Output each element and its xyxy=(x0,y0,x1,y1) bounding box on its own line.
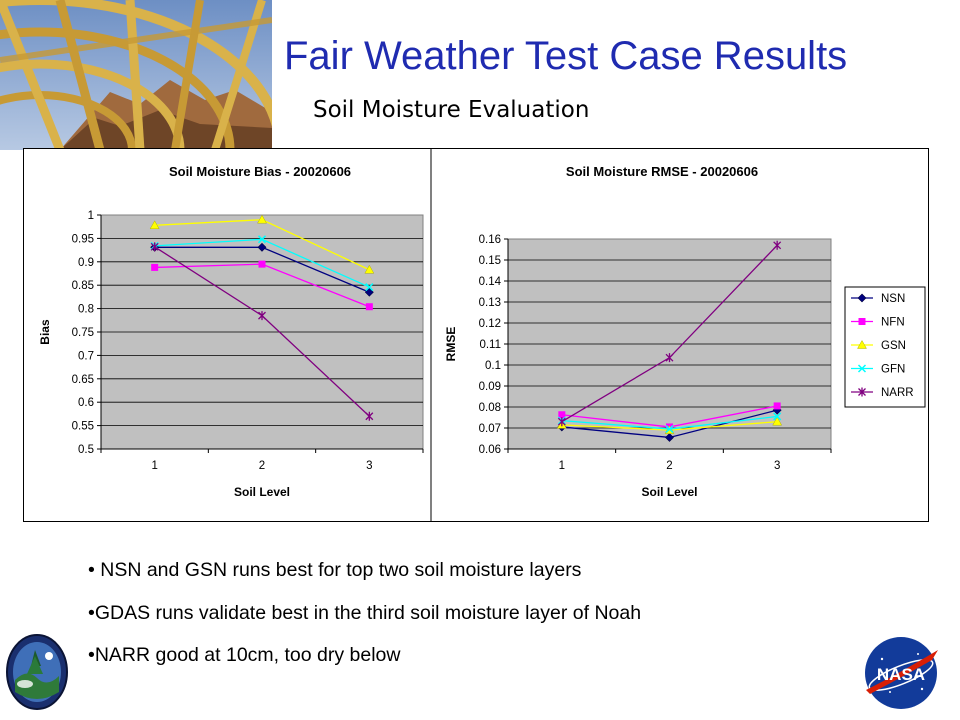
y-tick-label: 0.11 xyxy=(479,339,501,351)
legend-marker-gsn xyxy=(857,339,867,349)
y-axis-label: Bias xyxy=(38,319,52,345)
y-tick-label: 0.16 xyxy=(479,234,501,246)
header-dome-image xyxy=(0,0,272,150)
y-tick-label: 1 xyxy=(88,210,94,222)
charts-svg: 0.5 0.55 0.6 0.65 0.7 0.75 0.8 0.85 0.9 0.95 1 1 2 3 S… xyxy=(23,148,929,522)
data-point-narr xyxy=(258,311,266,321)
y-tick-label: 0.08 xyxy=(479,402,501,414)
y-tick-label: 0.14 xyxy=(479,276,502,288)
data-point-narr xyxy=(773,240,782,250)
data-point-narr xyxy=(665,353,674,363)
legend-marker-nfn xyxy=(858,318,866,325)
y-axis-label: RMSE xyxy=(444,327,458,362)
y-tick-label: 0.75 xyxy=(72,327,94,339)
legend-label: NFN xyxy=(881,317,905,329)
data-point-nfn xyxy=(773,402,781,410)
bullet-item: •NARR good at 10cm, too dry below xyxy=(88,644,401,666)
data-point-gsn xyxy=(364,264,375,274)
data-point-gfn xyxy=(773,412,782,421)
chart-title: Soil Moisture Bias - 20020606 xyxy=(169,164,351,179)
x-tick-label: 1 xyxy=(559,460,565,472)
data-point-gfn xyxy=(665,425,674,434)
legend-label: NARR xyxy=(881,387,914,399)
y-tick-label: 0.07 xyxy=(479,423,501,435)
x-tick-label: 1 xyxy=(151,460,157,472)
chart-panel: 0.5 0.55 0.6 0.65 0.7 0.75 0.8 0.85 0.9 0.95 1 1 2 3 S… xyxy=(23,148,929,522)
slide-title: Fair Weather Test Case Results xyxy=(284,34,848,78)
data-point-narr xyxy=(150,242,159,252)
data-point-gsn xyxy=(257,214,267,224)
bullet-item: •GDAS runs validate best in the third so… xyxy=(88,601,642,624)
nasa-logo: NASA xyxy=(865,637,938,709)
data-point-nfn xyxy=(365,303,373,311)
legend-label: NSN xyxy=(881,293,905,305)
x-axis-label: Soil Level xyxy=(234,485,290,499)
y-tick-label: 0.7 xyxy=(78,350,94,362)
slide-subtitle: Soil Moisture Evaluation xyxy=(313,97,590,123)
data-point-narr xyxy=(365,411,374,421)
svg-text:NASA: NASA xyxy=(877,665,925,684)
y-tick-label: 0.1 xyxy=(485,360,501,372)
x-tick-label: 3 xyxy=(774,460,780,472)
x-tick-label: 2 xyxy=(666,460,672,472)
data-point-nfn xyxy=(151,263,159,271)
data-point-nsn xyxy=(665,433,674,442)
y-tick-label: 0.12 xyxy=(479,318,501,330)
data-point-narr xyxy=(557,417,566,427)
legend-marker-nsn xyxy=(857,293,867,303)
data-point-gsn xyxy=(772,416,783,426)
x-tick-label: 3 xyxy=(366,460,372,472)
data-point-nsn xyxy=(364,287,374,297)
y-tick-label: 0.55 xyxy=(72,421,94,433)
data-point-nfn xyxy=(258,260,266,268)
y-tick-label: 0.8 xyxy=(78,304,94,316)
bullet-list: • NSN and GSN runs best for top two soil… xyxy=(88,558,808,686)
x-axis-label: Soil Level xyxy=(641,485,697,499)
y-tick-label: 0.95 xyxy=(72,233,94,245)
x-tick-label: 2 xyxy=(259,460,265,472)
y-tick-label: 0.6 xyxy=(78,397,94,409)
data-point-gsn xyxy=(149,220,160,230)
y-tick-label: 0.15 xyxy=(479,255,501,267)
y-tick-label: 0.65 xyxy=(72,374,94,386)
legend-label: GSN xyxy=(881,340,906,352)
y-tick-label: 0.06 xyxy=(479,444,501,456)
y-tick-label: 0.5 xyxy=(78,444,94,456)
data-point-gfn xyxy=(257,235,267,244)
y-tick-label: 0.13 xyxy=(479,297,501,309)
legend-label: GFN xyxy=(881,364,905,376)
chart-title: Soil Moisture RMSE - 20020606 xyxy=(566,164,758,179)
y-tick-label: 0.85 xyxy=(72,280,94,292)
data-point-nsn xyxy=(257,242,267,252)
y-tick-label: 0.9 xyxy=(78,257,94,269)
legend-marker-narr xyxy=(858,387,866,397)
y-tick-label: 0.09 xyxy=(479,381,501,393)
legend-marker-gfn xyxy=(857,364,867,373)
data-point-gfn xyxy=(365,283,374,292)
data-point-nfn xyxy=(558,411,566,419)
bullet-item: • NSN and GSN runs best for top two soil… xyxy=(88,559,582,581)
mission-patch-logo xyxy=(6,634,68,710)
